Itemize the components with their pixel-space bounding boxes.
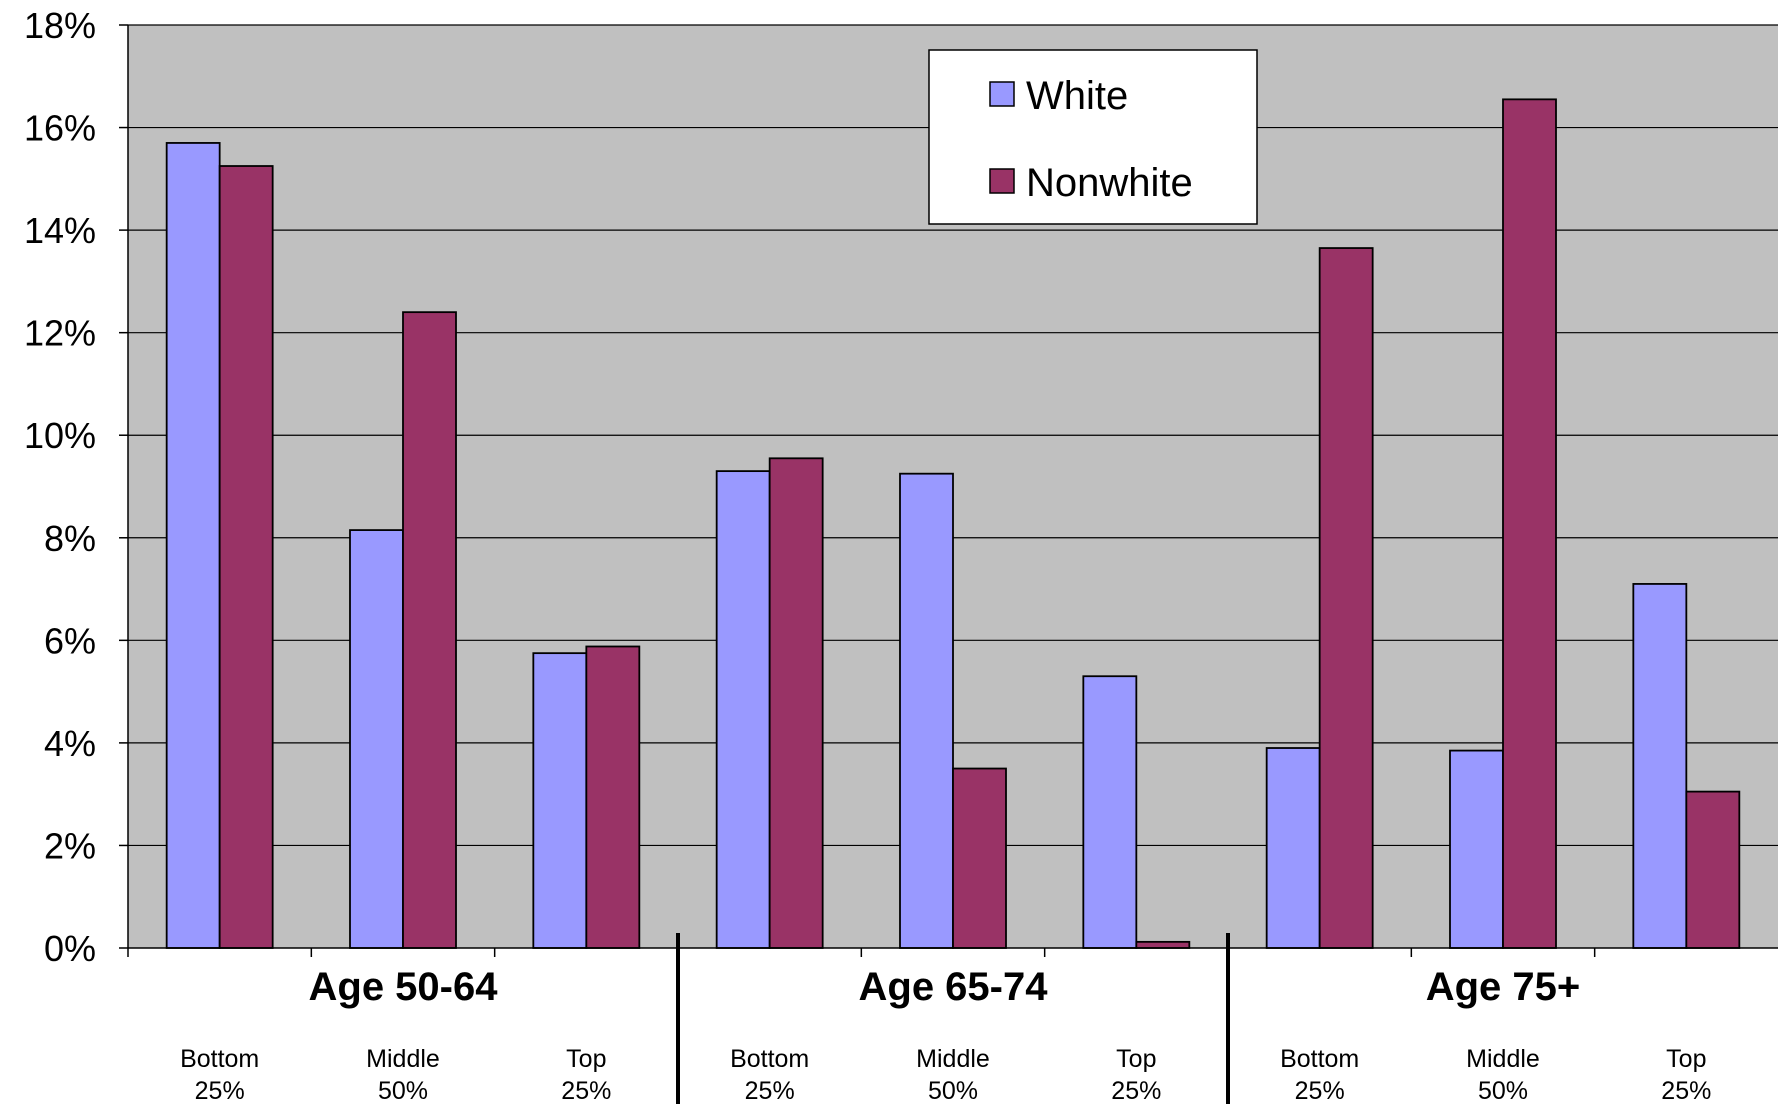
y-tick-label: 0% (44, 928, 96, 969)
category-sublabel: 25% (1661, 1077, 1711, 1104)
category-sublabel: 50% (378, 1077, 428, 1104)
bar-white-0 (165, 142, 221, 949)
bar-white-8 (1632, 583, 1688, 949)
category-label: Bottom (180, 1045, 259, 1073)
category-label: Top (1666, 1045, 1706, 1073)
bar-white-4 (899, 472, 954, 949)
legend-label-white: White (1026, 74, 1128, 118)
category-sublabel: 25% (195, 1077, 245, 1104)
bar-white-3 (715, 470, 771, 949)
bar-nonwhite-1 (402, 311, 457, 949)
y-tick-label: 14% (24, 210, 96, 251)
category-sublabel: 50% (1478, 1077, 1528, 1104)
y-tick-label: 12% (24, 313, 96, 354)
legend: White Nonwhite (928, 49, 1258, 225)
bar-white-5 (1082, 675, 1138, 949)
category-label: Middle (1466, 1045, 1540, 1073)
bar-nonwhite-4 (952, 767, 1007, 949)
bar-nonwhite-2 (585, 645, 641, 949)
category-sublabel: 25% (561, 1077, 611, 1104)
category-sublabel: 25% (745, 1077, 795, 1104)
group-label: Age 75+ (1426, 965, 1581, 1009)
bar-nonwhite-6 (1318, 247, 1374, 949)
category-label: Middle (366, 1045, 440, 1073)
bar-nonwhite-8 (1685, 790, 1741, 949)
bars (165, 98, 1741, 949)
x-axis-labels: Age 50-64 Bottom 25% Middle 50% Top 25% Age 65-… (180, 933, 1711, 1104)
category-sublabel: 50% (928, 1077, 978, 1104)
category-label: Middle (916, 1045, 990, 1073)
legend-swatch-nonwhite (989, 168, 1015, 194)
y-tick-label: 2% (44, 825, 96, 866)
bar-nonwhite-5 (1135, 940, 1191, 949)
category-sublabel: 25% (1295, 1077, 1345, 1104)
group-label: Age 65-74 (859, 965, 1049, 1009)
y-tick-label: 4% (44, 723, 96, 764)
bar-white-6 (1265, 747, 1321, 949)
group-label: Age 50-64 (309, 965, 499, 1009)
category-label: Bottom (730, 1045, 809, 1073)
y-tick-label: 18% (24, 5, 96, 46)
y-tick-label: 16% (24, 108, 96, 149)
category-label: Top (1116, 1045, 1156, 1073)
y-tick-label: 6% (44, 620, 96, 661)
y-tick-label: 10% (24, 415, 96, 456)
y-axis-ticks: 0% 2% 4% 6% 8% 10% 12% 14% 16% 18% (24, 5, 128, 969)
category-sublabel: 25% (1111, 1077, 1161, 1104)
category-label: Bottom (1280, 1045, 1359, 1073)
bar-nonwhite-0 (218, 165, 274, 949)
legend-box (928, 49, 1258, 225)
bar-nonwhite-3 (768, 457, 824, 949)
bar-white-7 (1449, 749, 1504, 949)
axes (127, 25, 1778, 957)
bar-white-1 (349, 529, 404, 949)
bar-white-2 (532, 652, 588, 949)
legend-swatch-white (989, 81, 1015, 107)
legend-label-nonwhite: Nonwhite (1026, 161, 1193, 205)
bar-nonwhite-7 (1502, 98, 1557, 949)
y-tick-label: 8% (44, 518, 96, 559)
category-label: Top (566, 1045, 606, 1073)
